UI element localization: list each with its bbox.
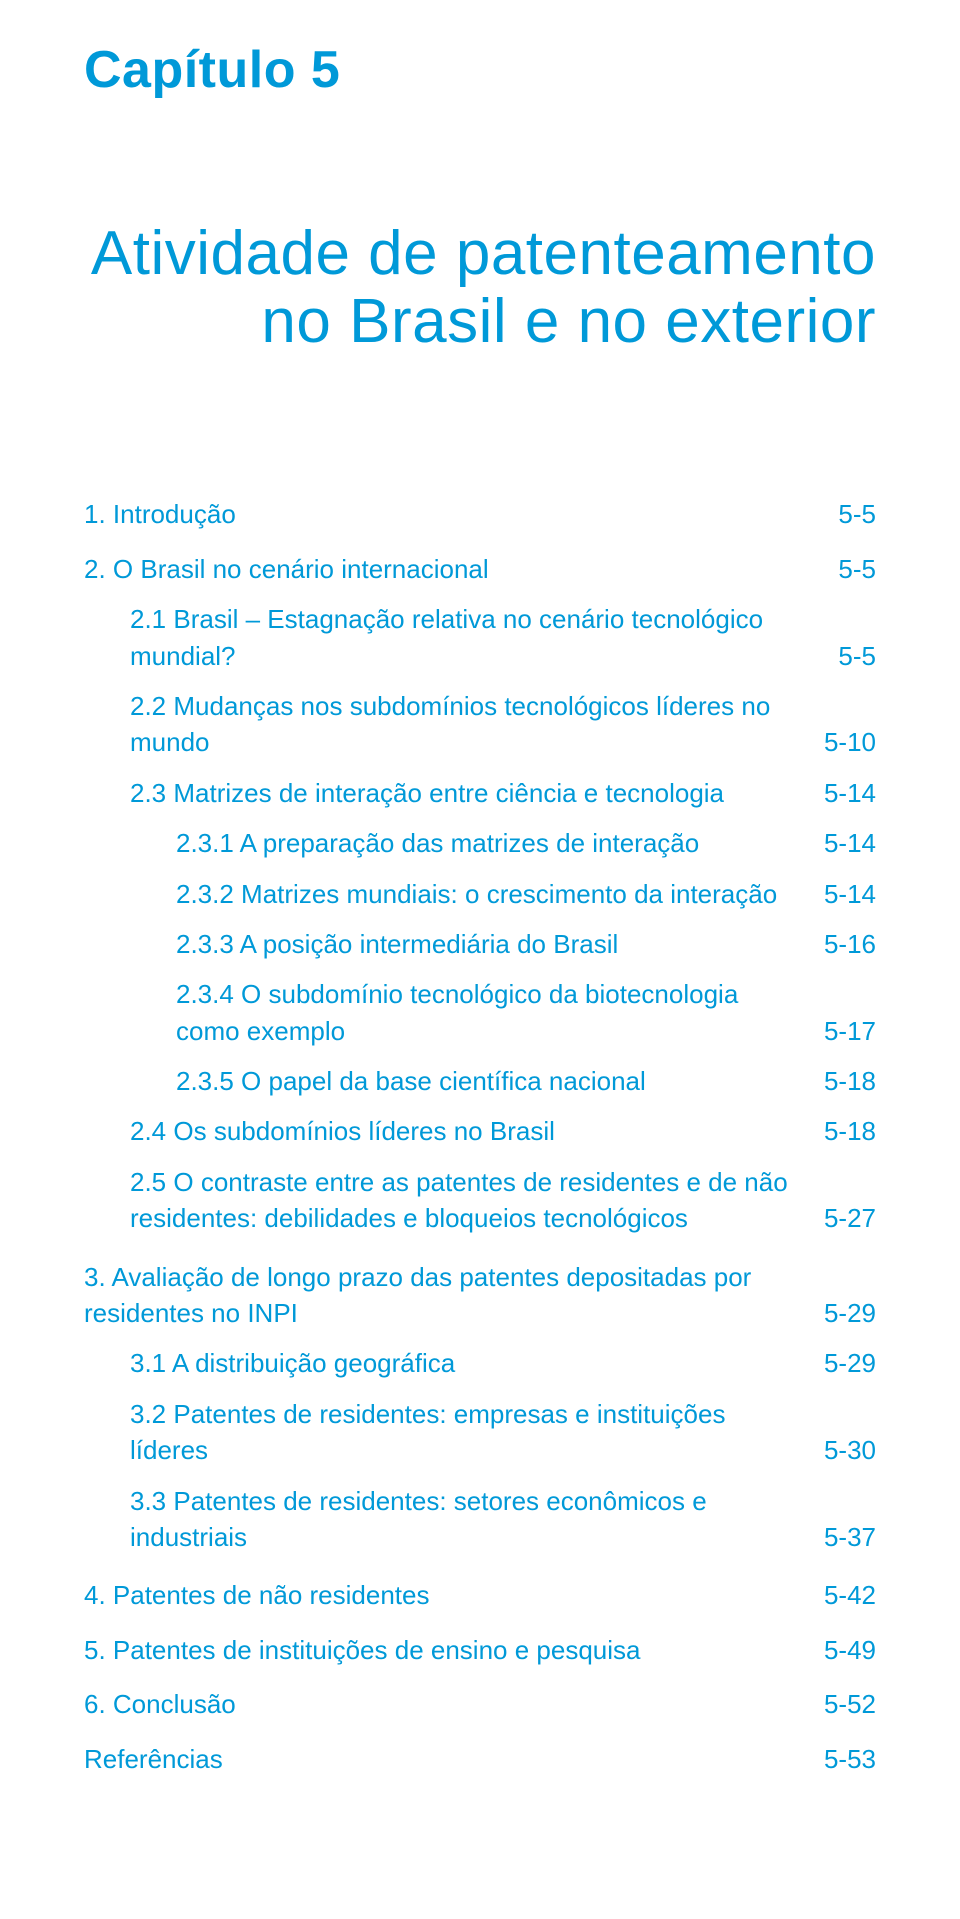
- toc-entry: 3. Avaliação de longo prazo das patentes…: [84, 1259, 876, 1332]
- toc-page: 5-17: [824, 1013, 876, 1049]
- toc-label: 2.3 Matrizes de interação entre ciência …: [130, 775, 824, 811]
- toc-label: 3. Avaliação de longo prazo das patentes…: [84, 1259, 824, 1332]
- toc-page: 5-14: [824, 876, 876, 912]
- toc-entry: 3.2 Patentes de residentes: empresas e i…: [130, 1396, 876, 1469]
- toc-label: 4. Patentes de não residentes: [84, 1577, 824, 1613]
- toc-entry: 2.1 Brasil – Estagnação relativa no cená…: [130, 601, 876, 674]
- toc-page: 5-27: [824, 1200, 876, 1236]
- toc-page: 5-10: [824, 724, 876, 760]
- title-line-1: Atividade de patenteamento: [91, 219, 876, 288]
- toc-page: 5-29: [824, 1295, 876, 1331]
- toc-label: Referências: [84, 1741, 824, 1777]
- toc-page: 5-16: [824, 926, 876, 962]
- toc-label: 5. Patentes de instituições de ensino e …: [84, 1632, 824, 1668]
- toc-page: 5-14: [824, 825, 876, 861]
- toc-label: 2. O Brasil no cenário internacional: [84, 551, 838, 587]
- toc-entry: 1. Introdução 5-5: [84, 496, 876, 532]
- toc-entry: 2.3.1 A preparação das matrizes de inter…: [176, 825, 876, 861]
- toc-page: 5-37: [824, 1519, 876, 1555]
- toc-label: 2.4 Os subdomínios líderes no Brasil: [130, 1113, 824, 1149]
- toc-entry: 2.3 Matrizes de interação entre ciência …: [130, 775, 876, 811]
- toc-label: 2.3.1 A preparação das matrizes de inter…: [176, 825, 824, 861]
- toc-label: 3.3 Patentes de residentes: setores econ…: [130, 1483, 824, 1556]
- toc-label: 2.3.2 Matrizes mundiais: o crescimento d…: [176, 876, 824, 912]
- toc-entry: 2. O Brasil no cenário internacional 5-5: [84, 551, 876, 587]
- page: Capítulo 5 Atividade de patenteamento no…: [0, 0, 960, 1817]
- toc-label: 6. Conclusão: [84, 1686, 824, 1722]
- toc-entry: 4. Patentes de não residentes 5-42: [84, 1577, 876, 1613]
- toc-entry: 2.3.2 Matrizes mundiais: o crescimento d…: [176, 876, 876, 912]
- chapter-label: Capítulo 5: [84, 40, 876, 100]
- toc-entry: Referências 5-53: [84, 1741, 876, 1777]
- toc-entry: 2.3.4 O subdomínio tecnológico da biotec…: [176, 976, 876, 1049]
- toc-page: 5-18: [824, 1113, 876, 1149]
- toc-entry: 2.4 Os subdomínios líderes no Brasil 5-1…: [130, 1113, 876, 1149]
- toc-page: 5-30: [824, 1432, 876, 1468]
- table-of-contents: 1. Introdução 5-5 2. O Brasil no cenário…: [84, 496, 876, 1777]
- toc-page: 5-52: [824, 1686, 876, 1722]
- toc-label: 2.5 O contraste entre as patentes de res…: [130, 1164, 824, 1237]
- toc-page: 5-14: [824, 775, 876, 811]
- toc-page: 5-49: [824, 1632, 876, 1668]
- toc-entry: 3.3 Patentes de residentes: setores econ…: [130, 1483, 876, 1556]
- toc-page: 5-42: [824, 1577, 876, 1613]
- title-line-2: no Brasil e no exterior: [261, 287, 876, 356]
- toc-label: 3.1 A distribuição geográfica: [130, 1345, 824, 1381]
- toc-label: 2.3.4 O subdomínio tecnológico da biotec…: [176, 976, 824, 1049]
- toc-label: 2.1 Brasil – Estagnação relativa no cená…: [130, 601, 838, 674]
- toc-page: 5-5: [838, 551, 876, 587]
- toc-entry: 3.1 A distribuição geográfica 5-29: [130, 1345, 876, 1381]
- toc-label: 3.2 Patentes de residentes: empresas e i…: [130, 1396, 824, 1469]
- toc-label: 1. Introdução: [84, 496, 838, 532]
- toc-entry: 2.5 O contraste entre as patentes de res…: [130, 1164, 876, 1237]
- toc-entry: 2.2 Mudanças nos subdomínios tecnológico…: [130, 688, 876, 761]
- toc-entry: 2.3.5 O papel da base científica naciona…: [176, 1063, 876, 1099]
- toc-entry: 2.3.3 A posição intermediária do Brasil …: [176, 926, 876, 962]
- toc-label: 2.2 Mudanças nos subdomínios tecnológico…: [130, 688, 824, 761]
- toc-label: 2.3.5 O papel da base científica naciona…: [176, 1063, 824, 1099]
- toc-page: 5-18: [824, 1063, 876, 1099]
- toc-entry: 5. Patentes de instituições de ensino e …: [84, 1632, 876, 1668]
- chapter-title: Atividade de patenteamento no Brasil e n…: [84, 220, 876, 356]
- toc-entry: 6. Conclusão 5-52: [84, 1686, 876, 1722]
- toc-page: 5-5: [838, 638, 876, 674]
- toc-label: 2.3.3 A posição intermediária do Brasil: [176, 926, 824, 962]
- toc-page: 5-53: [824, 1741, 876, 1777]
- toc-page: 5-29: [824, 1345, 876, 1381]
- toc-page: 5-5: [838, 496, 876, 532]
